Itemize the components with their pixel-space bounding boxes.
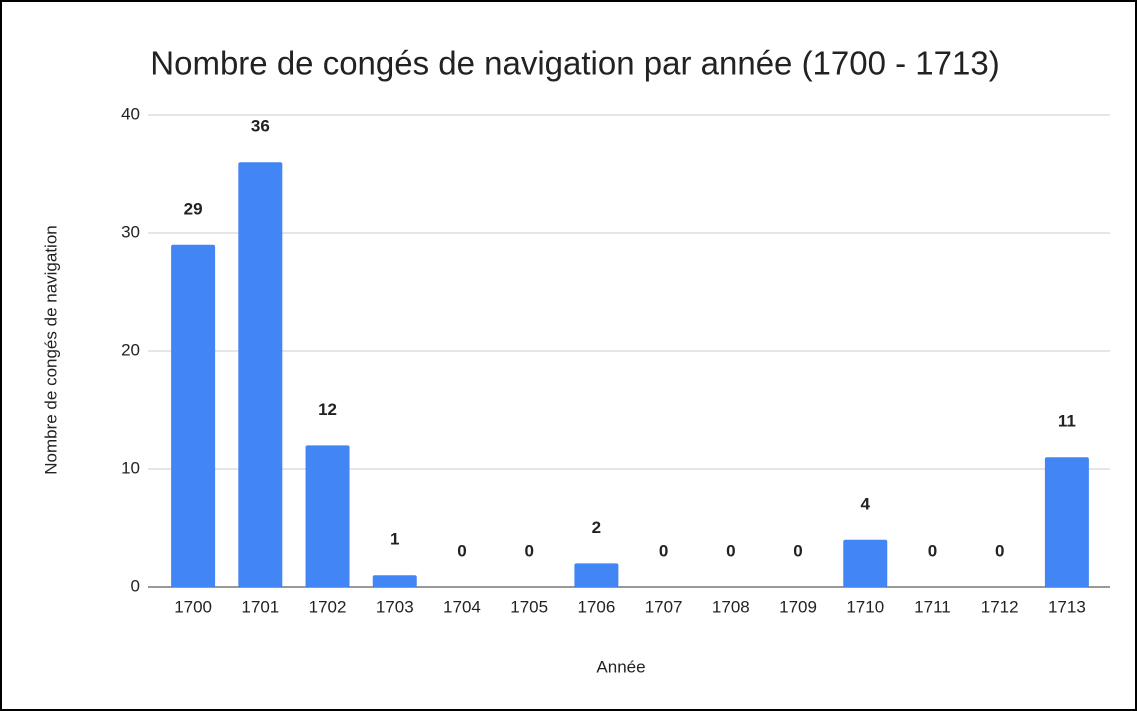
x-tick-label: 1702 (309, 597, 347, 616)
data-label: 0 (928, 541, 937, 560)
x-tick-label: 1712 (981, 597, 1019, 616)
bar (372, 575, 417, 587)
data-label: 36 (251, 117, 270, 136)
x-tick-label: 1710 (846, 597, 884, 616)
x-tick-label: 1706 (577, 597, 615, 616)
y-tick-label: 20 (121, 340, 140, 359)
data-label: 0 (659, 541, 668, 560)
x-tick-label: 1708 (712, 597, 750, 616)
chart-title: Nombre de congés de navigation par année… (150, 45, 999, 82)
y-axis-label: Nombre de congés de navigation (41, 225, 60, 475)
data-label: 0 (726, 541, 735, 560)
data-label: 0 (793, 541, 802, 560)
bar (574, 563, 619, 587)
data-label: 4 (861, 494, 871, 513)
y-tick-label: 10 (121, 458, 140, 477)
x-tick-label: 1700 (174, 597, 212, 616)
data-label: 0 (524, 541, 533, 560)
data-label: 1 (390, 530, 399, 549)
x-tick-label: 1711 (914, 597, 951, 616)
y-tick-label: 40 (121, 104, 140, 123)
x-tick-label: 1705 (510, 597, 548, 616)
data-label: 2 (592, 518, 601, 537)
x-axis-label: Année (596, 657, 645, 676)
data-label: 12 (318, 400, 337, 419)
y-tick-label: 0 (131, 576, 140, 595)
x-tick-label: 1701 (241, 597, 279, 616)
x-tick-label: 1707 (645, 597, 683, 616)
bar (238, 162, 283, 587)
x-tick-label: 1703 (376, 597, 414, 616)
bar (171, 244, 216, 588)
bar (305, 445, 350, 587)
data-label: 0 (995, 541, 1004, 560)
data-label: 0 (457, 541, 466, 560)
data-label: 29 (184, 199, 203, 218)
bar (843, 539, 888, 587)
x-tick-label: 1709 (779, 597, 817, 616)
bar (1044, 457, 1089, 587)
x-tick-label: 1704 (443, 597, 481, 616)
x-tick-label: 1713 (1048, 597, 1086, 616)
y-tick-label: 30 (121, 222, 140, 241)
data-label: 11 (1058, 412, 1076, 431)
